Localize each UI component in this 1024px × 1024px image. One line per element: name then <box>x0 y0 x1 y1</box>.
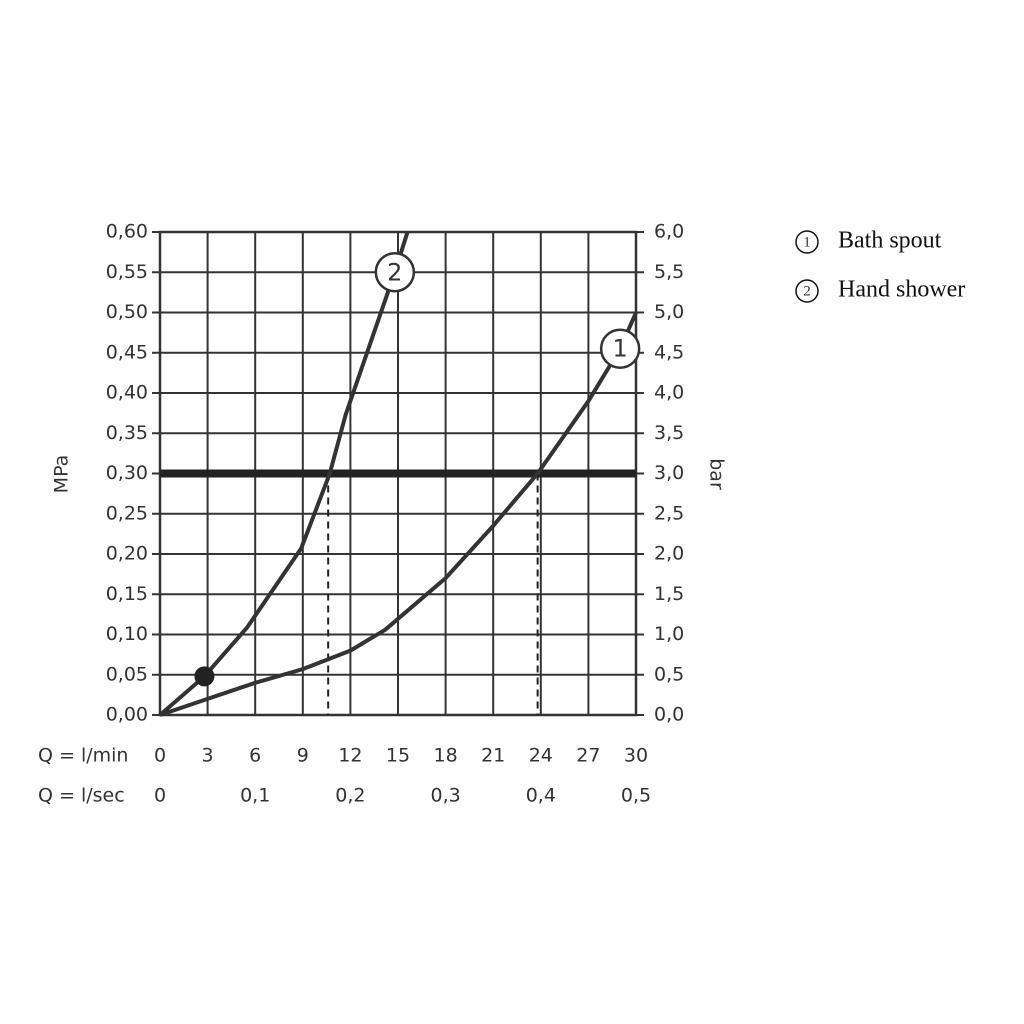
y-tick-label: 0,55 <box>106 261 148 283</box>
x-tick-label: 30 <box>624 745 648 767</box>
y-axis-label: MPa <box>51 455 73 494</box>
legend-entry: Hand shower <box>838 277 965 303</box>
x2-tick-label: 0,3 <box>430 785 460 807</box>
legend-number: 2 <box>803 283 811 299</box>
x-tick-label: 3 <box>202 745 214 767</box>
legend-circle <box>795 230 819 254</box>
series-label-circle <box>374 252 416 293</box>
y2-tick-label: 3,0 <box>654 462 684 484</box>
series-label: 2 <box>387 258 402 286</box>
x-tick-label: 9 <box>297 745 309 767</box>
x2-tick-label: 0,5 <box>621 785 651 807</box>
y-tick-label: 0,25 <box>106 502 148 524</box>
x-tick-label: 6 <box>249 745 261 767</box>
y-tick-label: 0,40 <box>106 382 148 404</box>
x-tick-label: 12 <box>338 745 362 767</box>
y2-tick-label: 6,0 <box>654 221 684 243</box>
x-tick-label: 21 <box>481 745 505 767</box>
y2-axis-label: bar <box>706 458 728 490</box>
legend-number: 1 <box>803 234 811 250</box>
y2-tick-label: 4,5 <box>654 341 684 363</box>
legend-circle <box>795 279 819 303</box>
y2-tick-label: 2,5 <box>654 502 684 524</box>
y2-tick-label: 0,5 <box>654 663 684 685</box>
x2-tick-label: 0,1 <box>240 785 270 807</box>
y-tick-label: 0,10 <box>106 623 148 645</box>
y-tick-label: 0,20 <box>106 543 148 565</box>
y2-tick-label: 5,0 <box>654 301 684 323</box>
y-tick-label: 0,45 <box>106 341 148 363</box>
y-tick-label: 0,35 <box>106 422 148 444</box>
series-label: 1 <box>612 335 627 363</box>
operating-point <box>194 666 215 687</box>
y2-tick-label: 5,5 <box>654 261 684 283</box>
y-tick-label: 0,50 <box>106 301 148 323</box>
y2-tick-label: 0,0 <box>654 704 684 726</box>
x-axis-label: Q = l/min <box>38 745 128 767</box>
x-tick-label: 18 <box>434 745 458 767</box>
series-line <box>158 231 410 717</box>
legend-entry: Bath spout <box>838 228 942 254</box>
y2-tick-label: 1,0 <box>654 623 684 645</box>
y-tick-label: 0,15 <box>106 583 148 605</box>
y-tick-label: 0,05 <box>106 663 148 685</box>
x2-tick-label: 0,4 <box>526 785 556 807</box>
x2-axis-label: Q = l/sec <box>38 785 125 807</box>
x-tick-label: 24 <box>529 745 553 767</box>
y2-tick-label: 2,0 <box>654 543 684 565</box>
x2-tick-label: 0,2 <box>335 785 365 807</box>
y-tick-label: 0,60 <box>106 221 148 243</box>
series-line <box>159 311 638 717</box>
y-tick-label: 0,30 <box>106 462 148 484</box>
y-tick-label: 0,00 <box>106 704 148 726</box>
y2-tick-label: 1,5 <box>654 583 684 605</box>
y2-tick-label: 3,5 <box>654 422 684 444</box>
series-label-circle <box>599 328 641 369</box>
x-tick-label: 27 <box>576 745 600 767</box>
x-tick-label: 15 <box>386 745 410 767</box>
x-tick-label: 0 <box>154 745 166 767</box>
y2-tick-label: 4,0 <box>654 382 684 404</box>
x2-tick-label: 0 <box>154 785 166 807</box>
